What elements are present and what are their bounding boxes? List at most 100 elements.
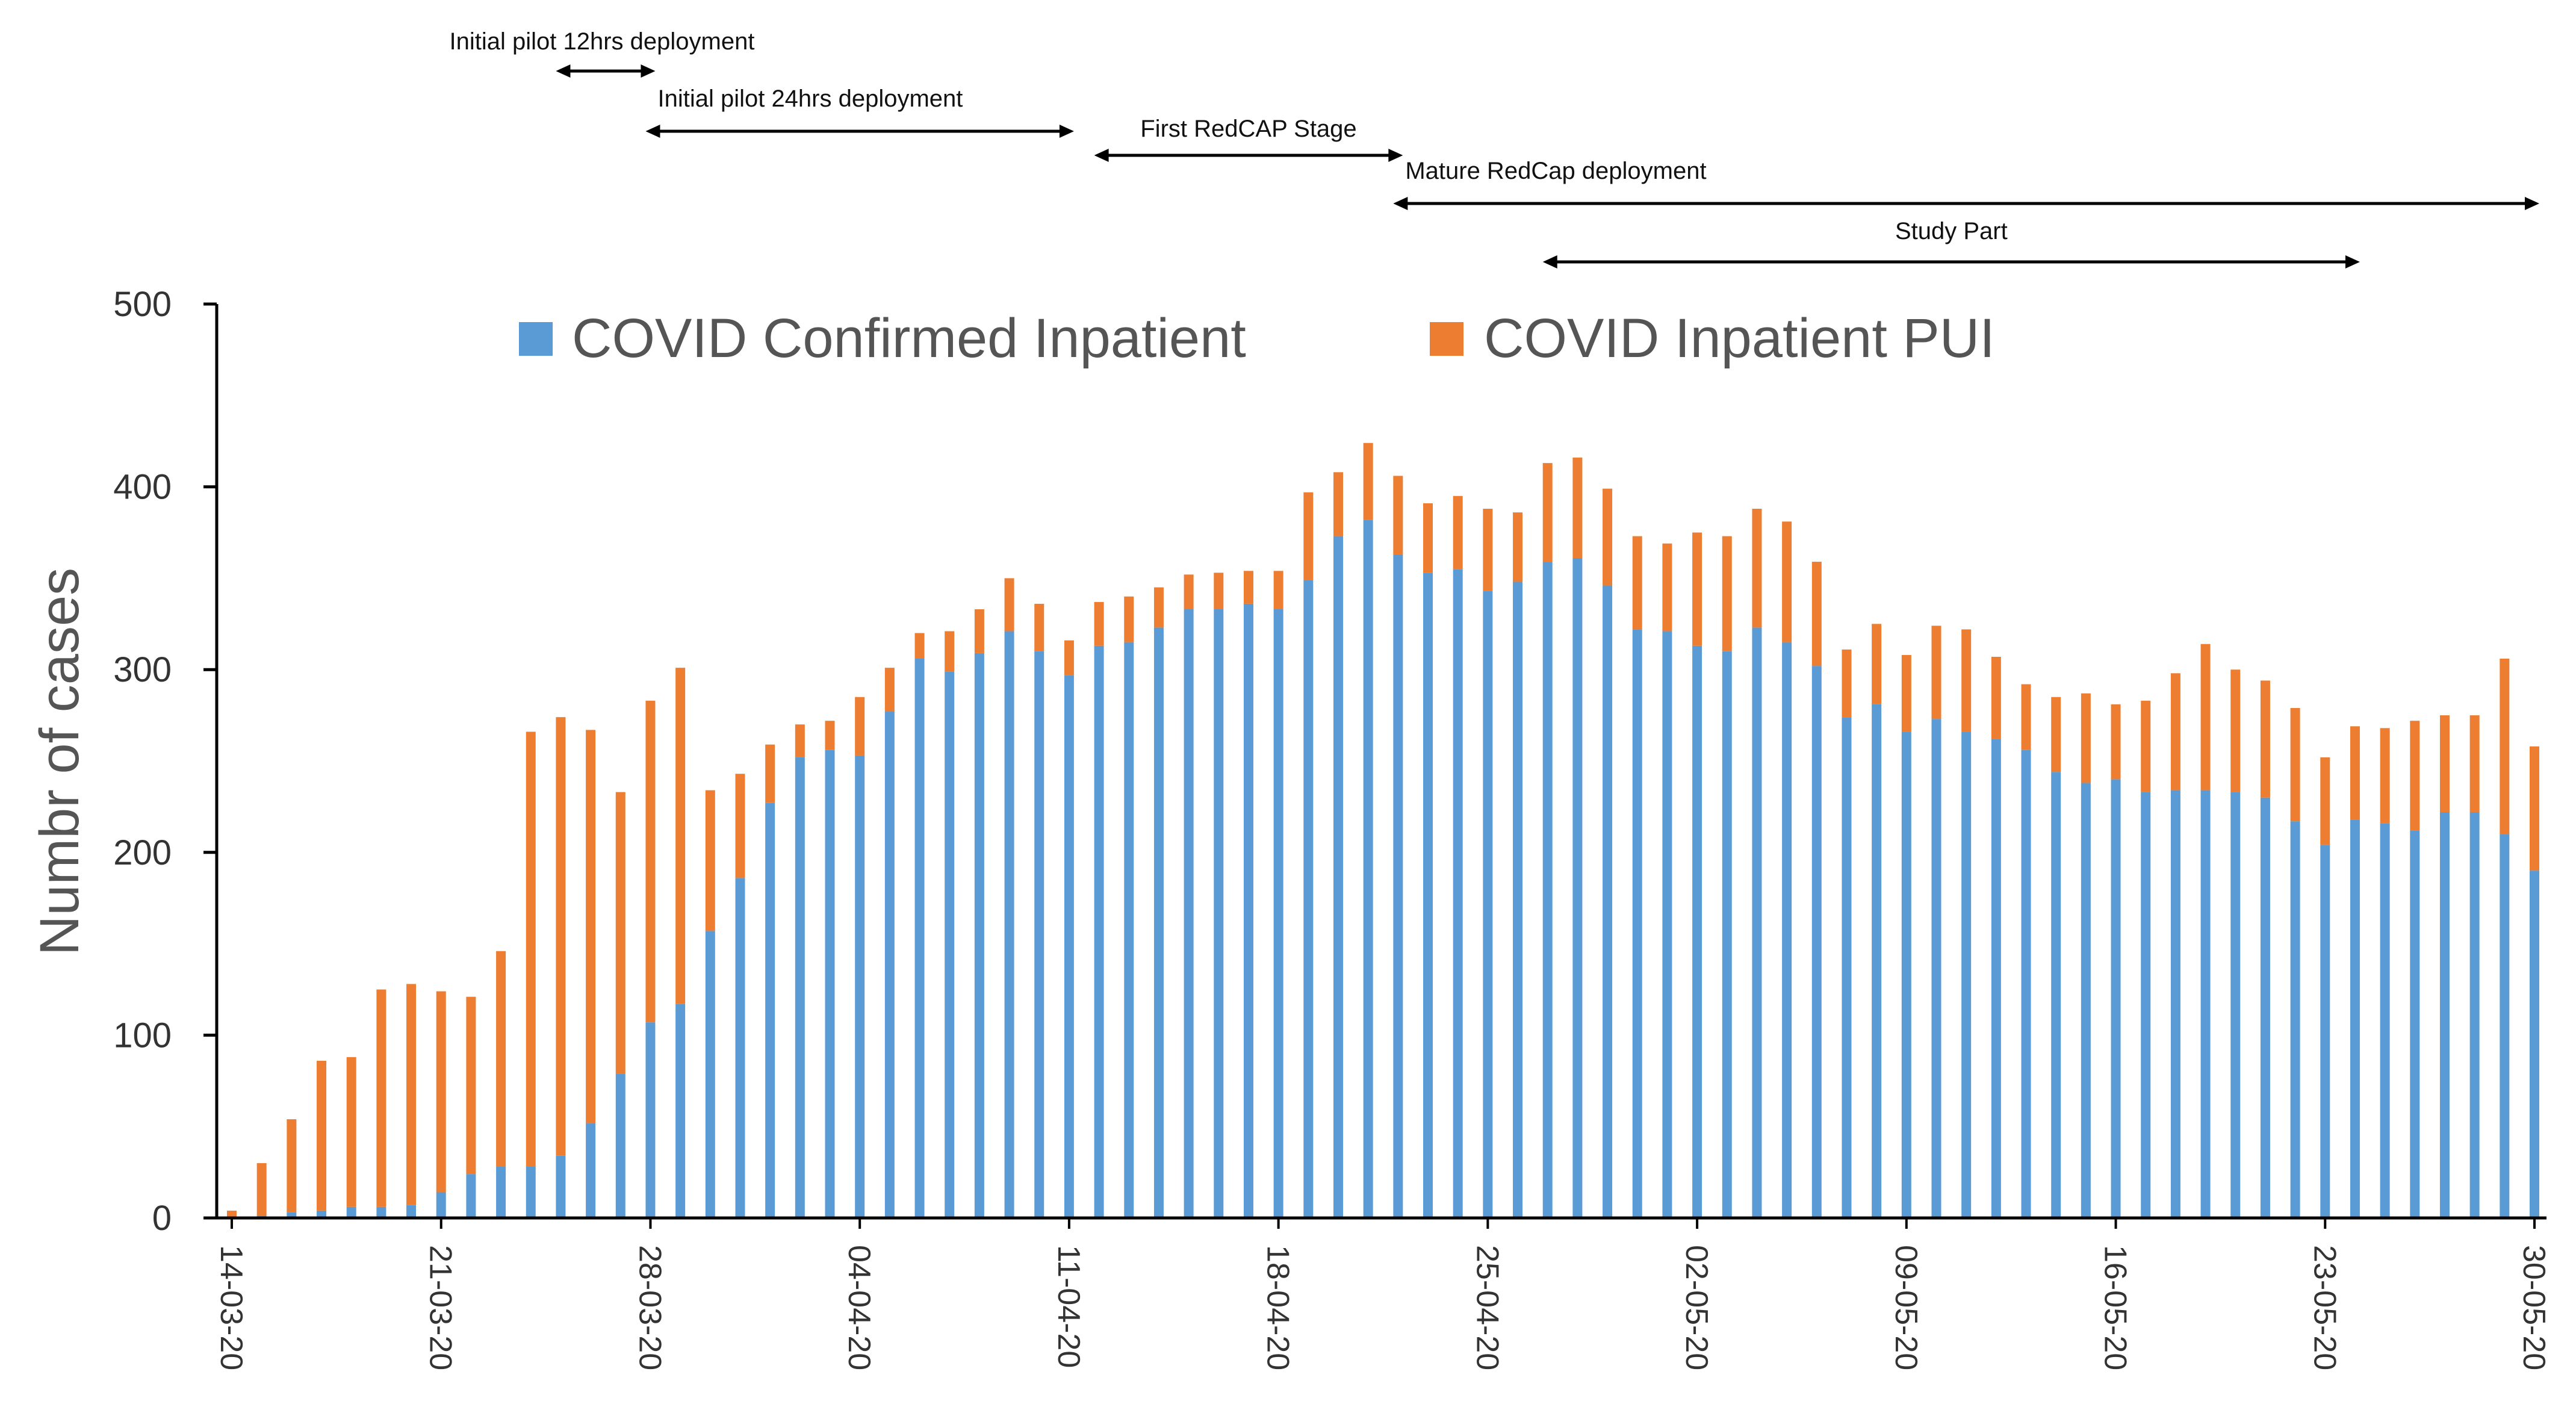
bar-confirmed	[1034, 651, 1044, 1218]
bar-pui	[1423, 503, 1433, 573]
bar-pui	[227, 1210, 237, 1218]
y-tick-label: 400	[113, 468, 172, 507]
x-tick-label: 18-04-20	[1261, 1245, 1296, 1370]
bar-pui	[1483, 509, 1493, 591]
bar-confirmed	[2530, 871, 2539, 1218]
bar-confirmed	[1991, 739, 2001, 1218]
x-tick-label: 30-05-20	[2516, 1245, 2551, 1370]
bar-confirmed	[2200, 790, 2211, 1218]
bar-pui	[615, 792, 625, 1074]
bar-pui	[2290, 707, 2300, 822]
bar-pui	[1991, 656, 2001, 739]
bar-confirmed	[1662, 631, 1672, 1218]
bar-pui	[1632, 536, 1642, 630]
bar-confirmed	[1423, 573, 1433, 1218]
legend-label-pui: COVID Inpatient PUI	[1484, 308, 1995, 369]
bar-confirmed	[884, 712, 895, 1218]
legend-swatch-confirmed	[519, 322, 553, 356]
bar-pui	[2170, 673, 2180, 790]
bar-pui	[1513, 512, 1523, 582]
bar-pui	[1273, 571, 1283, 610]
bar-confirmed	[346, 1207, 356, 1218]
bar-confirmed	[765, 803, 775, 1218]
bar-pui	[1722, 536, 1732, 651]
bar-confirmed	[2141, 792, 2151, 1218]
bar-pui	[2500, 658, 2510, 834]
bar-pui	[436, 991, 446, 1193]
bar-pui	[1872, 624, 1882, 704]
bar-confirmed	[2260, 797, 2270, 1218]
bar-pui	[1782, 521, 1792, 642]
x-tick-label: 02-05-20	[1679, 1245, 1714, 1370]
bar-confirmed	[645, 1022, 656, 1218]
y-tick-label: 100	[113, 1016, 172, 1055]
bar-pui	[705, 790, 715, 931]
bar-confirmed	[1782, 642, 1792, 1218]
bar-confirmed	[376, 1207, 386, 1218]
bar-pui	[496, 951, 506, 1167]
bar-confirmed	[1542, 562, 1553, 1219]
bar-pui	[2439, 715, 2450, 813]
bar-confirmed	[1632, 629, 1642, 1218]
bar-confirmed	[1094, 645, 1104, 1218]
bar-pui	[1931, 626, 1941, 719]
bar-pui	[1333, 472, 1343, 536]
bar-confirmed	[1901, 731, 1911, 1218]
annotation-label: Initial pilot 12hrs deployment	[450, 28, 755, 55]
annotation-arrowhead-right	[641, 64, 656, 78]
bar-confirmed	[1513, 582, 1523, 1219]
bar-pui	[1004, 578, 1014, 632]
bar-pui	[256, 1163, 267, 1216]
bar-pui	[675, 668, 686, 1004]
x-tick-label: 16-05-20	[2098, 1245, 2133, 1370]
bar-pui	[1363, 443, 1373, 520]
x-tick-label: 14-03-20	[214, 1245, 249, 1370]
bar-confirmed	[855, 755, 865, 1218]
bar-pui	[2051, 697, 2061, 772]
bar-confirmed	[2290, 821, 2300, 1218]
bar-pui	[346, 1057, 356, 1207]
bar-confirmed	[735, 878, 745, 1218]
bar-pui	[765, 744, 775, 803]
bar-confirmed	[2350, 819, 2360, 1218]
annotation-label: First RedCAP Stage	[1140, 116, 1356, 142]
bar-pui	[2530, 746, 2539, 871]
bar-pui	[586, 730, 596, 1123]
bar-pui	[1603, 488, 1613, 586]
bar-pui	[795, 724, 805, 757]
x-tick-label: 11-04-20	[1051, 1245, 1086, 1368]
bar-pui	[1692, 532, 1702, 646]
bar-pui	[1214, 573, 1224, 610]
bar-confirmed	[436, 1192, 446, 1218]
bar-confirmed	[406, 1205, 417, 1218]
bar-pui	[1124, 596, 1134, 642]
x-tick-label: 04-04-20	[842, 1245, 877, 1370]
bar-pui	[2081, 693, 2091, 783]
x-tick-label: 09-05-20	[1889, 1245, 1923, 1370]
bar-confirmed	[1153, 627, 1164, 1218]
bar-pui	[526, 731, 536, 1167]
annotation-label: Initial pilot 24hrs deployment	[657, 85, 963, 112]
bar-pui	[1752, 509, 1762, 628]
bar-pui	[974, 609, 984, 653]
legend-label-confirmed: COVID Confirmed Inpatient	[572, 308, 1246, 369]
bar-confirmed	[1722, 651, 1732, 1218]
y-axis-title: Numbr of cases	[29, 568, 90, 955]
bar-pui	[1453, 495, 1463, 570]
bar-pui	[914, 633, 925, 659]
y-tick-label: 500	[113, 285, 172, 324]
bar-confirmed	[675, 1004, 686, 1218]
bar-pui	[1393, 476, 1403, 554]
bar-confirmed	[1811, 666, 1822, 1218]
bar-confirmed	[795, 757, 805, 1218]
bar-pui	[1811, 562, 1822, 666]
bar-pui	[1572, 458, 1583, 559]
bar-pui	[2350, 726, 2360, 820]
bar-confirmed	[496, 1166, 506, 1218]
bar-confirmed	[974, 653, 984, 1218]
bar-pui	[406, 984, 417, 1205]
bar-confirmed	[2500, 834, 2510, 1218]
